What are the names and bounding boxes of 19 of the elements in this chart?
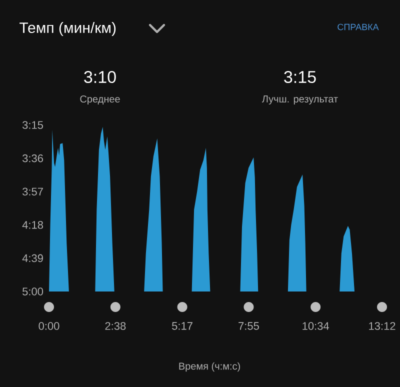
- x-tick-label: 13:12: [369, 322, 396, 330]
- text: Лучш. результат: [262, 96, 338, 104]
- chart-title: Темп (мин/км): [20, 22, 116, 36]
- y-tick-label: 4:39: [22, 254, 43, 262]
- x-tick-label: 10:34: [302, 322, 330, 330]
- x-tick-label: 0:00: [38, 322, 60, 330]
- y-tick-label: 3:15: [22, 121, 44, 129]
- text: 3:15: [284, 70, 316, 84]
- y-tick-label: 3:57: [22, 188, 43, 196]
- x-tick-label: 7:55: [238, 322, 259, 330]
- text: 3:10: [84, 70, 116, 84]
- x-axis-title: Время (ч:м:с): [179, 362, 240, 372]
- text: Среднее: [80, 95, 120, 105]
- x-tick-label: 5:17: [172, 322, 192, 330]
- text: СПРАВКА: [338, 24, 379, 30]
- y-tick-label: 4:18: [22, 221, 43, 229]
- y-tick-label: 3:36: [22, 154, 43, 162]
- y-tick-label: 5:00: [22, 288, 44, 296]
- x-tick-label: 2:38: [105, 322, 126, 330]
